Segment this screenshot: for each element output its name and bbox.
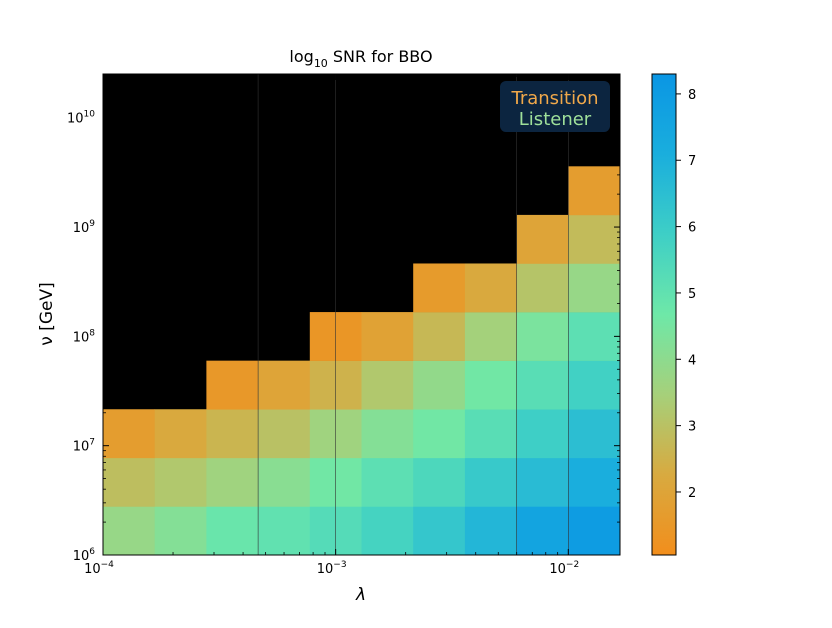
heatmap-cell <box>154 457 207 507</box>
heatmap-cell <box>568 312 621 361</box>
heatmap-cell <box>258 457 311 507</box>
heatmap-cell <box>413 506 466 556</box>
x-tick-label: 10−2 <box>549 560 579 577</box>
y-tick-label: 107 <box>73 438 95 455</box>
logo-line-1: Transition <box>510 88 598 109</box>
heatmap-cell <box>413 360 466 410</box>
heatmap-cell <box>464 506 517 556</box>
heatmap-cell <box>464 409 517 459</box>
y-tick-label: 108 <box>73 328 96 345</box>
heatmap-cell <box>103 506 155 556</box>
heatmap-cells <box>103 166 621 556</box>
x-tick-label: 10−4 <box>84 560 114 577</box>
heatmap-cell <box>464 457 517 507</box>
heatmap-cell <box>464 360 517 410</box>
heatmap-cell <box>154 506 207 556</box>
heatmap-cell <box>413 409 466 459</box>
heatmap-cell <box>516 457 569 507</box>
heatmap-cell <box>516 312 569 361</box>
heatmap-cell <box>103 409 155 459</box>
heatmap-cell <box>568 166 621 216</box>
colorbar-tick-label: 6 <box>688 221 696 236</box>
heatmap-cell <box>516 214 569 264</box>
heatmap-cell <box>258 360 311 410</box>
transition-listener-logo: Transition Listener <box>500 81 610 132</box>
heatmap-cell <box>361 312 414 361</box>
colorbar-gradient <box>651 73 677 556</box>
chart-title: log10 SNR for BBO <box>289 47 432 70</box>
heatmap-cell <box>464 263 517 313</box>
heatmap-cell <box>568 360 621 410</box>
x-tick-label: 10−3 <box>317 560 347 577</box>
heatmap-cell <box>154 409 207 459</box>
colorbar-tick-label: 2 <box>688 486 696 501</box>
heatmap-cell <box>568 214 621 264</box>
heatmap-cell <box>206 409 259 459</box>
heatmap-cell <box>413 312 466 361</box>
heatmap-cell <box>413 457 466 507</box>
grid-lines <box>257 74 569 555</box>
y-tick-label: 109 <box>73 219 96 236</box>
x-axis-label: λ <box>355 585 366 605</box>
heatmap-cell <box>206 506 259 556</box>
colorbar-tick-label: 3 <box>688 420 696 435</box>
heatmap-cell <box>361 457 414 507</box>
heatmap-cell <box>516 360 569 410</box>
colorbar: 2 3 4 5 6 7 8 <box>651 73 696 556</box>
y-tick-label: 106 <box>73 547 96 564</box>
heatmap-cell <box>568 263 621 313</box>
colorbar-tick-label: 8 <box>688 88 696 103</box>
heatmap-cell <box>516 409 569 459</box>
heatmap-cell <box>258 409 311 459</box>
colorbar-tick-label: 7 <box>688 154 696 169</box>
axes-frame <box>102 73 621 556</box>
heatmap-cell <box>516 263 569 313</box>
logo-background <box>500 81 610 132</box>
heatmap-cell <box>464 312 517 361</box>
heatmap-cell <box>361 506 414 556</box>
heatmap-cell <box>361 409 414 459</box>
colorbar-tick-label: 5 <box>688 287 696 302</box>
heatmap-cell <box>258 506 311 556</box>
heatmap-cell <box>103 457 155 507</box>
heatmap-cell <box>206 360 259 410</box>
heatmap-cell <box>206 457 259 507</box>
heatmap-cell <box>413 263 466 313</box>
heatmap-cell <box>568 409 621 459</box>
heatmap-cell <box>568 506 621 556</box>
logo-line-2: Listener <box>519 109 592 130</box>
axes: 10−4 10−3 10−2 106 107 108 109 1010 <box>67 73 621 577</box>
y-axis-label: ν [GeV] <box>37 282 57 345</box>
heatmap-cell <box>568 457 621 507</box>
colorbar-tick-label: 4 <box>688 353 696 368</box>
heatmap-cell <box>516 506 569 556</box>
heatmap-cell <box>361 360 414 410</box>
y-tick-label: 1010 <box>67 110 95 127</box>
